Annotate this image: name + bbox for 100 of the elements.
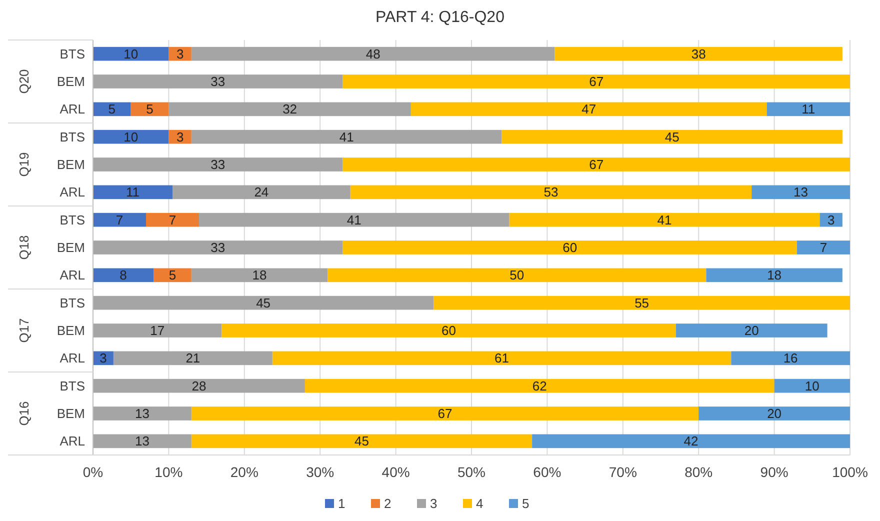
- data-label: 61: [494, 350, 510, 366]
- bar: [502, 130, 842, 144]
- x-tick-label: 60%: [533, 464, 562, 480]
- bar: [554, 46, 842, 61]
- bar: [93, 46, 169, 61]
- legend-label: 4: [476, 496, 484, 512]
- y-tick-label: BEM: [56, 406, 85, 422]
- data-label: 5: [108, 102, 116, 117]
- bar: [172, 185, 350, 200]
- x-tick-label: 50%: [457, 464, 486, 480]
- bar: [774, 378, 850, 393]
- text: Q19: [16, 152, 32, 177]
- data-label: 50: [510, 268, 524, 283]
- bar: [706, 268, 842, 282]
- text: Q18: [16, 235, 32, 260]
- data-label: 24: [254, 184, 269, 200]
- data-label: 67: [589, 74, 604, 90]
- data-label: 45: [664, 129, 680, 144]
- bar: [532, 434, 850, 448]
- bar: [191, 46, 555, 61]
- bar: [342, 240, 798, 254]
- bar: [191, 434, 532, 448]
- bar: [93, 130, 169, 144]
- data-label: 3: [176, 46, 184, 62]
- bar: [93, 74, 343, 88]
- data-label: 3: [176, 129, 184, 144]
- data-label: 55: [634, 295, 650, 310]
- bar: [434, 296, 850, 310]
- text: Q20: [16, 69, 32, 94]
- data-label: 28: [192, 378, 206, 394]
- data-label: 60: [442, 323, 456, 338]
- bar: [93, 102, 131, 116]
- data-label: 47: [582, 102, 596, 117]
- chart-title: PART 4: Q16-Q20: [376, 9, 505, 26]
- bar: [698, 406, 850, 420]
- data-label: 18: [767, 268, 782, 283]
- x-tick-label: 0%: [82, 464, 104, 480]
- x-tick-label: 20%: [230, 464, 258, 480]
- bar: [93, 185, 172, 200]
- data-label: 13: [134, 406, 150, 422]
- data-label: 41: [339, 129, 354, 144]
- data-label: 11: [802, 102, 816, 117]
- bar: [93, 406, 192, 420]
- bar: [797, 240, 850, 254]
- bar: [676, 324, 828, 338]
- data-label: 33: [210, 157, 226, 172]
- y-tick-label: ARL: [60, 102, 85, 117]
- bar: [342, 74, 850, 88]
- data-label: 8: [120, 268, 127, 283]
- data-label: 67: [438, 406, 452, 422]
- data-label: 38: [691, 46, 706, 62]
- bar: [113, 351, 272, 366]
- y-tick-label: BEM: [56, 157, 85, 172]
- bar: [410, 102, 767, 116]
- data-label: 48: [366, 46, 380, 62]
- text: Q17: [16, 318, 32, 343]
- bar: [93, 296, 434, 310]
- data-label: 53: [544, 184, 558, 200]
- x-tick-label: 100%: [832, 464, 868, 480]
- data-label: 67: [589, 157, 604, 172]
- legend-label: 2: [384, 496, 392, 512]
- x-tick-label: 70%: [608, 464, 637, 480]
- bar: [130, 102, 169, 116]
- y-tick-label: BEM: [56, 74, 85, 90]
- data-label: 42: [684, 434, 698, 449]
- bar: [509, 212, 820, 227]
- bar: [198, 212, 510, 227]
- bar: [731, 351, 850, 366]
- bar: [168, 102, 411, 116]
- bar: [342, 158, 850, 172]
- data-label: 18: [252, 268, 267, 283]
- data-label: 13: [134, 434, 150, 449]
- data-label: 45: [256, 295, 271, 310]
- data-label: 5: [168, 268, 176, 283]
- data-label: 62: [532, 378, 547, 394]
- data-label: 13: [794, 184, 808, 200]
- bar: [93, 158, 343, 172]
- y-tick-label: ARL: [60, 184, 85, 200]
- data-label: 33: [210, 74, 226, 90]
- y-tick-label: BTS: [60, 378, 86, 394]
- bar: [222, 324, 676, 338]
- data-label: 17: [150, 323, 165, 338]
- bar: [93, 212, 146, 227]
- data-label: 10: [124, 46, 138, 62]
- bar: [272, 351, 732, 366]
- y-tick-label: ARL: [60, 268, 85, 283]
- bar: [93, 434, 192, 448]
- x-tick-label: 10%: [154, 464, 183, 480]
- bar: [304, 378, 774, 393]
- legend-label: 5: [522, 496, 530, 512]
- x-tick-label: 40%: [382, 464, 410, 480]
- data-label: 41: [346, 212, 362, 228]
- data-label: 32: [282, 102, 298, 117]
- bar: [191, 268, 328, 282]
- y-tick-label: BTS: [60, 295, 86, 310]
- x-tick-label: 80%: [684, 464, 713, 480]
- data-label: 20: [767, 406, 782, 422]
- bar: [146, 212, 199, 227]
- y-tick-label: BTS: [60, 46, 86, 62]
- legend-label: 1: [338, 496, 346, 512]
